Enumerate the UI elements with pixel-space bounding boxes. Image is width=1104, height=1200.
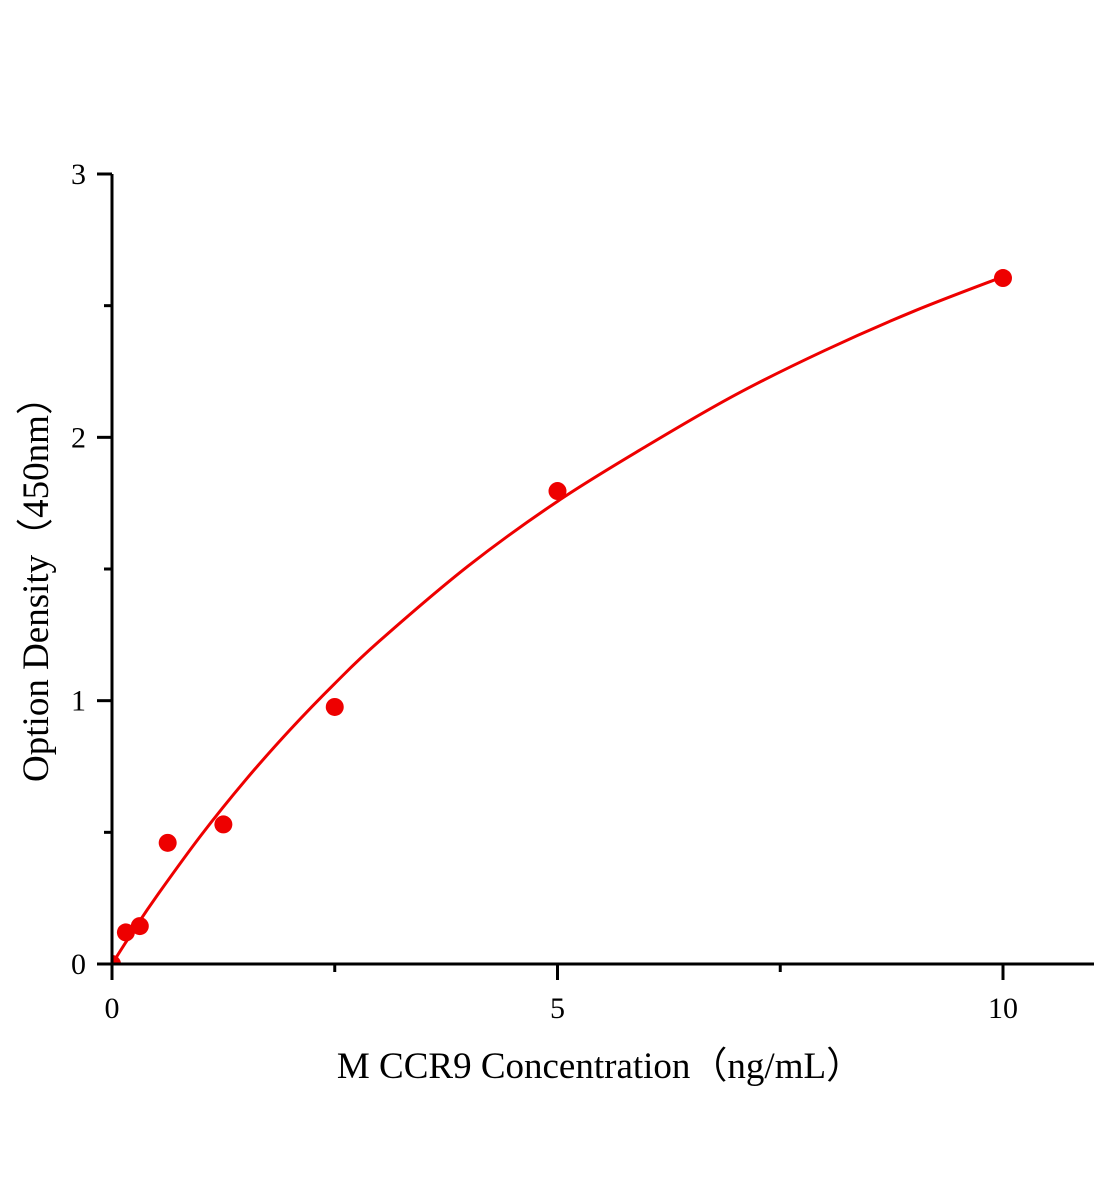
data-point [325, 697, 344, 716]
data-point [112, 955, 121, 964]
x-tick-label: 0 [105, 992, 120, 1025]
fit-curve [112, 275, 1004, 964]
y-tick-label: 2 [71, 421, 86, 454]
data-point [116, 923, 135, 942]
data-point [158, 833, 177, 852]
y-tick-label: 0 [71, 948, 86, 981]
data-point [994, 269, 1012, 288]
x-tick-label: 5 [550, 992, 565, 1025]
y-tick-label: 3 [71, 158, 86, 191]
data-point [130, 917, 149, 936]
y-tick-label: 1 [71, 685, 86, 718]
data-point [548, 482, 567, 501]
data-point [214, 815, 233, 834]
y-axis-title: Option Density（450nm） [16, 378, 57, 782]
x-tick-label: 10 [988, 992, 1018, 1025]
x-axis-title: M CCR9 Concentration（ng/mL） [337, 1046, 863, 1087]
